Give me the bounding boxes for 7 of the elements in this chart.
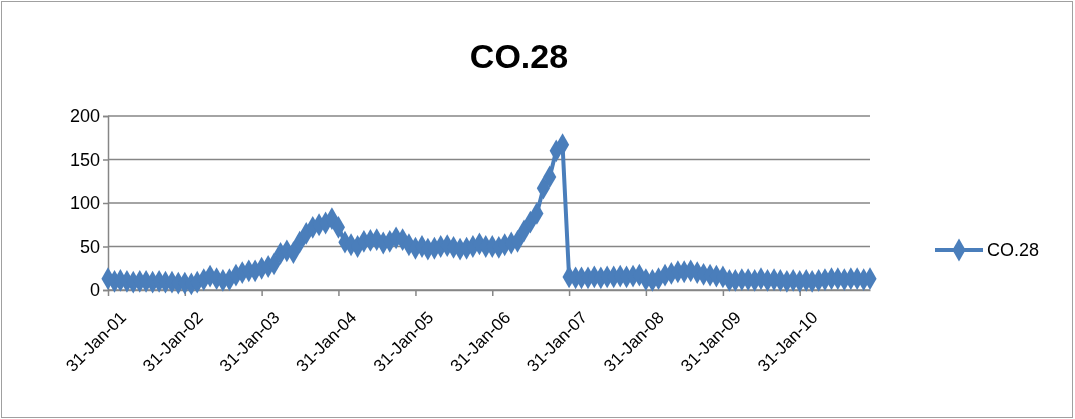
y-tick-label: 0 <box>89 280 100 301</box>
y-tick-label: 200 <box>69 106 100 127</box>
chart-title: CO.28 <box>469 37 569 75</box>
y-tick-label: 150 <box>69 149 100 170</box>
legend-label: CO.28 <box>987 240 1040 261</box>
y-tick-label: 50 <box>79 236 100 257</box>
y-tick-label: 100 <box>69 193 100 214</box>
